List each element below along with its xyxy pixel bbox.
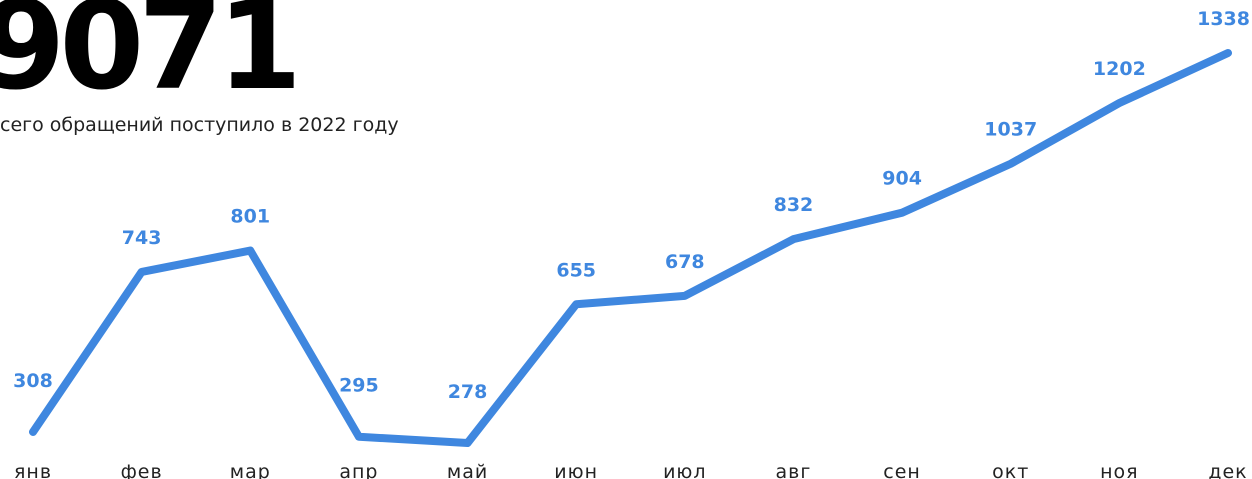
x-tick-label: ноя: [1100, 461, 1138, 479]
value-label: 832: [774, 194, 814, 216]
value-label: 1037: [984, 119, 1037, 141]
value-label: 1202: [1093, 58, 1146, 80]
chart-subtitle: сего обращений поступило в 2022 году: [0, 114, 399, 136]
value-label: 308: [13, 370, 53, 392]
chart-title: 9071: [0, 0, 296, 117]
value-label: 801: [230, 206, 270, 228]
value-label: 743: [122, 227, 162, 249]
x-tick-label: дек: [1208, 461, 1247, 479]
value-label: 678: [665, 251, 705, 273]
value-label: 1338: [1197, 8, 1250, 30]
value-label: 655: [556, 259, 596, 281]
x-tick-label: май: [447, 461, 488, 479]
x-tick-label: мар: [230, 461, 271, 479]
x-tick-label: сен: [883, 461, 921, 479]
value-label: 904: [882, 168, 922, 190]
x-tick-label: апр: [339, 461, 378, 479]
value-label: 295: [339, 375, 379, 397]
line: [29, 49, 1232, 447]
x-tick-label: янв: [14, 461, 52, 479]
value-label: 278: [448, 381, 488, 403]
x-tick-label: июн: [554, 461, 598, 479]
x-tick-label: окт: [992, 461, 1029, 479]
x-tick-label: фев: [121, 461, 163, 479]
x-tick-label: авг: [776, 461, 812, 479]
x-tick-label: июл: [663, 461, 707, 479]
